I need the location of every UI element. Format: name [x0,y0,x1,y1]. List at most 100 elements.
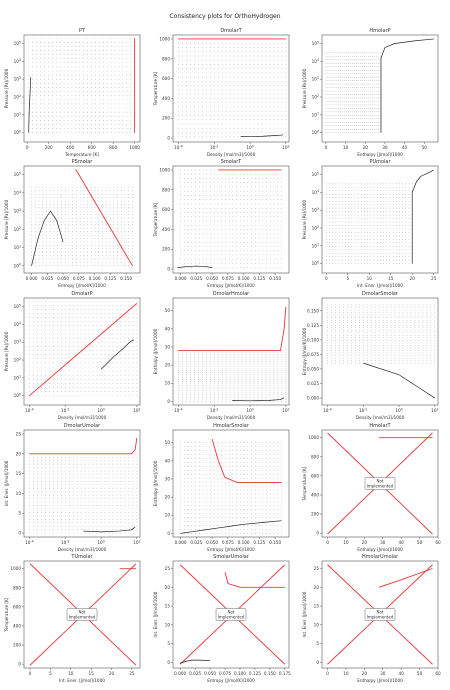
data-point [112,374,114,376]
data-point [118,66,120,68]
data-point [339,125,341,127]
data-point [357,183,359,185]
data-point [405,218,407,219]
data-point [96,346,98,347]
data-point [34,231,36,233]
data-point [53,210,55,212]
data-point [281,195,282,196]
data-point [281,254,282,256]
data-point [34,210,36,212]
data-point [102,66,104,68]
data-point [201,136,203,137]
data-point [209,106,211,108]
data-point [332,200,333,202]
data-point [213,241,215,243]
data-point [106,50,108,51]
data-point [354,225,356,226]
data-point [360,115,361,116]
data-point [245,59,247,61]
data-point [132,333,134,335]
data-point [229,55,231,57]
data-point [68,234,70,236]
data-point [32,124,34,125]
data-point [60,313,62,314]
data-point [48,70,49,72]
data-point [247,173,249,175]
data-point [333,62,335,64]
data-point [364,235,365,237]
data-point [28,50,30,51]
data-point [64,337,66,339]
data-point [221,186,222,188]
data-point [187,212,189,213]
data-point [48,313,50,314]
data-point [64,300,66,302]
data-point [367,186,368,188]
data-point [372,118,374,120]
data-point [31,197,32,198]
data-point [109,207,111,209]
data-point [366,76,368,78]
data-point [241,85,243,86]
data-point [408,252,410,254]
data-point [198,229,200,230]
data-point [360,101,361,102]
data-point [31,204,32,205]
data-point [333,80,335,81]
data-point [253,42,255,44]
data-point [31,251,32,253]
data-point [116,350,118,351]
data-point [67,132,69,133]
data-point [96,366,98,368]
data-point [402,218,403,219]
data-point [52,58,53,60]
data-point [36,95,37,96]
data-point [205,55,207,57]
data-point [99,87,100,88]
data-point [273,229,275,230]
data-point [345,225,346,226]
data-point [402,207,403,209]
data-point [247,190,249,192]
data-point [399,221,400,223]
data-point [327,94,329,95]
data-point [76,221,77,222]
data-point [210,254,211,256]
data-point [399,249,400,251]
data-point [79,217,81,219]
data-point [80,358,82,359]
data-point [83,132,85,133]
data-point [190,136,191,137]
data-point [346,52,347,54]
data-point [59,107,61,109]
data-point [329,128,331,130]
data-point [128,227,130,229]
data-point [348,108,349,109]
data-point [126,78,128,80]
data-point [122,107,124,109]
data-point [201,55,203,57]
data-point [357,256,359,258]
data-point [339,101,341,102]
data-point [262,173,264,175]
data-point [228,212,230,213]
x-tick-label: 400 [66,145,74,150]
data-point [225,106,227,108]
data-point [52,395,54,396]
data-point [136,313,138,314]
data-point [64,214,66,215]
data-point [61,214,62,215]
data-point [389,190,391,192]
data-point [48,66,49,68]
data-point [352,121,353,123]
data-point [380,214,381,216]
data-point [354,228,356,230]
data-point [87,190,88,192]
data-point [383,221,384,223]
data-point [60,378,62,380]
data-point [197,98,199,99]
data-point [124,214,126,215]
data-point [366,101,368,102]
data-point [198,254,200,256]
data-point [34,234,36,236]
